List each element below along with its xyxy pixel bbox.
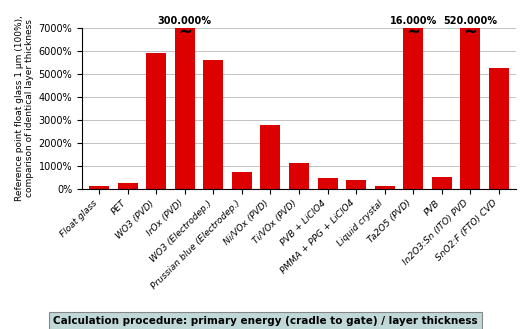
Text: ~: ~: [464, 23, 477, 41]
Bar: [89, 187, 109, 189]
Bar: [203, 60, 224, 189]
Bar: [489, 68, 509, 189]
Y-axis label: Reference point float glass 1 μm (100%),
comparison of identical layer thickness: Reference point float glass 1 μm (100%),…: [15, 15, 35, 201]
Text: ~: ~: [178, 23, 192, 41]
Text: Calculation procedure: primary energy (cradle to gate) / layer thickness: Calculation procedure: primary energy (c…: [53, 316, 478, 326]
Text: 520.000%: 520.000%: [443, 16, 498, 26]
Bar: [432, 177, 452, 189]
Bar: [261, 125, 280, 189]
Bar: [232, 171, 252, 189]
Bar: [175, 28, 195, 189]
Bar: [146, 53, 166, 189]
Bar: [460, 28, 481, 189]
Bar: [118, 183, 138, 189]
Text: 16.000%: 16.000%: [390, 16, 437, 26]
Bar: [318, 178, 338, 189]
Text: 300.000%: 300.000%: [158, 16, 212, 26]
Bar: [375, 186, 395, 189]
Bar: [289, 164, 309, 189]
Bar: [346, 180, 366, 189]
Text: ~: ~: [406, 23, 420, 41]
Bar: [403, 28, 423, 189]
